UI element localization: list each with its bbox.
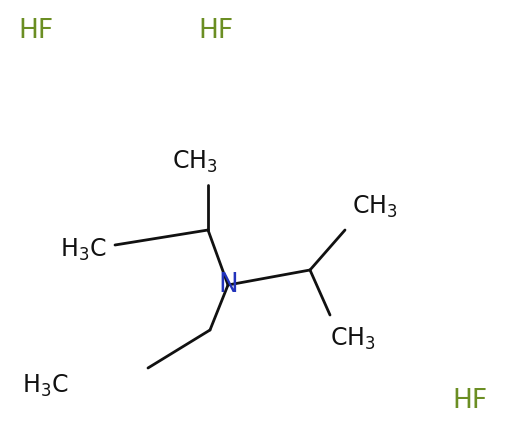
Text: N: N (218, 272, 238, 298)
Text: HF: HF (198, 18, 233, 44)
Text: $\mathregular{CH_3}$: $\mathregular{CH_3}$ (330, 326, 376, 352)
Text: HF: HF (18, 18, 53, 44)
Text: $\mathregular{CH_3}$: $\mathregular{CH_3}$ (172, 149, 218, 175)
Text: HF: HF (452, 388, 487, 414)
Text: $\mathregular{H_3C}$: $\mathregular{H_3C}$ (60, 237, 106, 263)
Text: $\mathregular{CH_3}$: $\mathregular{CH_3}$ (352, 194, 398, 220)
Text: $\mathregular{H_3C}$: $\mathregular{H_3C}$ (22, 373, 69, 399)
